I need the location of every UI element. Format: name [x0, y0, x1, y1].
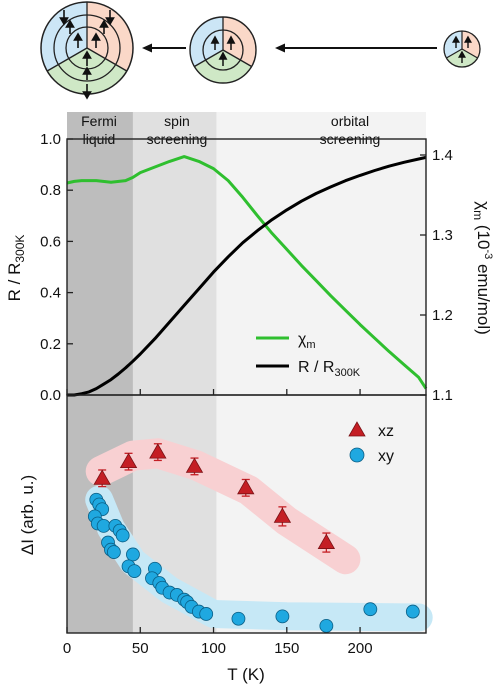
spin-arrows	[59, 10, 115, 100]
lower-panel: 0 50 100 150 200 T (K) ΔI (arb. u.) xz xy	[18, 394, 433, 684]
xz-point	[93, 469, 111, 485]
right-tick-label: 1.4	[432, 147, 453, 164]
xz-point	[119, 452, 138, 469]
medium-shell-diagram	[189, 16, 257, 84]
upper-series-lines	[66, 155, 428, 397]
large-sector-right	[87, 2, 133, 71]
legend-marker-xz	[348, 421, 366, 437]
x-axis-label: T (K)	[227, 665, 264, 684]
left-tick-label: 0.6	[40, 233, 61, 250]
upper-left-ticks: 0.0 0.2 0.4 0.6 0.8 1.0	[40, 131, 73, 404]
lower-x-ticks: 0 50 100 150 200	[63, 627, 373, 657]
upper-right-ticks: 1.1 1.2 1.3 1.4	[420, 147, 453, 404]
xy-point	[106, 545, 121, 559]
xz-point	[317, 533, 336, 549]
left-tick-label: 0.2	[40, 336, 61, 353]
xy-point	[405, 604, 420, 619]
resistance-line	[67, 155, 427, 397]
temperature-region-bands	[67, 112, 426, 633]
right-tick-label: 1.3	[432, 227, 453, 244]
xy-point	[275, 609, 290, 624]
x-tick-label: 50	[132, 640, 149, 657]
xy-point	[231, 611, 246, 626]
region-label-fermi-line0: Fermi	[81, 113, 117, 129]
left-tick-label: 0.0	[40, 387, 61, 404]
legend-label-xz: xz	[378, 423, 394, 440]
legend-label-r: R / R300K	[298, 359, 361, 379]
xy-point	[115, 528, 130, 543]
region-label-spin-line0: spin	[164, 113, 190, 129]
left-tick-label: 0.4	[40, 285, 61, 302]
large-sector-left	[41, 2, 87, 71]
xz-point	[237, 479, 255, 495]
xz-point	[273, 507, 292, 523]
arrow-left-icon	[275, 43, 437, 53]
xy-point	[199, 607, 214, 621]
right-tick-label: 1.2	[432, 307, 453, 324]
x-tick-label: 200	[348, 640, 373, 657]
xy-point	[319, 618, 334, 633]
chi-line	[66, 155, 428, 390]
upper-left-axis-label: R / R300K	[5, 235, 27, 302]
x-tick-label: 0	[63, 640, 71, 657]
left-tick-label: 0.8	[40, 182, 61, 199]
region-band-spin	[132, 112, 217, 633]
schematic	[40, 1, 481, 100]
xz-point	[149, 443, 167, 459]
x-tick-label: 150	[274, 640, 299, 657]
lower-legend: xz xy	[348, 421, 394, 465]
arrow-left-icon	[142, 43, 186, 53]
upper-legend: χm R / R300K	[256, 331, 361, 379]
right-tick-label: 1.1	[432, 387, 453, 404]
xy-markers	[87, 492, 420, 633]
left-tick-label: 1.0	[40, 131, 61, 148]
xy-point	[126, 547, 140, 562]
upper-x-tickmarks	[66, 389, 361, 395]
lower-y-axis-label: ΔI (arb. u.)	[18, 475, 37, 555]
lower-plot-frame	[66, 394, 427, 634]
legend-label-chi: χm	[298, 331, 316, 351]
upper-panel: 0.0 0.2 0.4 0.6 0.8 1.0 1.1 1.2 1.3 1.4 R / R300…	[5, 131, 494, 404]
xy-point	[127, 564, 142, 579]
legend-label-xy: xy	[378, 448, 394, 465]
legend-marker-xy	[349, 447, 365, 463]
xz-markers	[93, 443, 336, 553]
large-shell-diagram	[40, 1, 134, 100]
x-tick-label: 100	[201, 640, 226, 657]
xz-point	[185, 457, 204, 473]
small-shell-diagram	[443, 30, 481, 68]
region-label-orbital-line0: orbital	[331, 113, 369, 129]
xy-point	[363, 602, 378, 617]
xy-point	[96, 519, 111, 533]
upper-right-axis-label: χm (10-3 emu/mol)	[471, 201, 494, 335]
